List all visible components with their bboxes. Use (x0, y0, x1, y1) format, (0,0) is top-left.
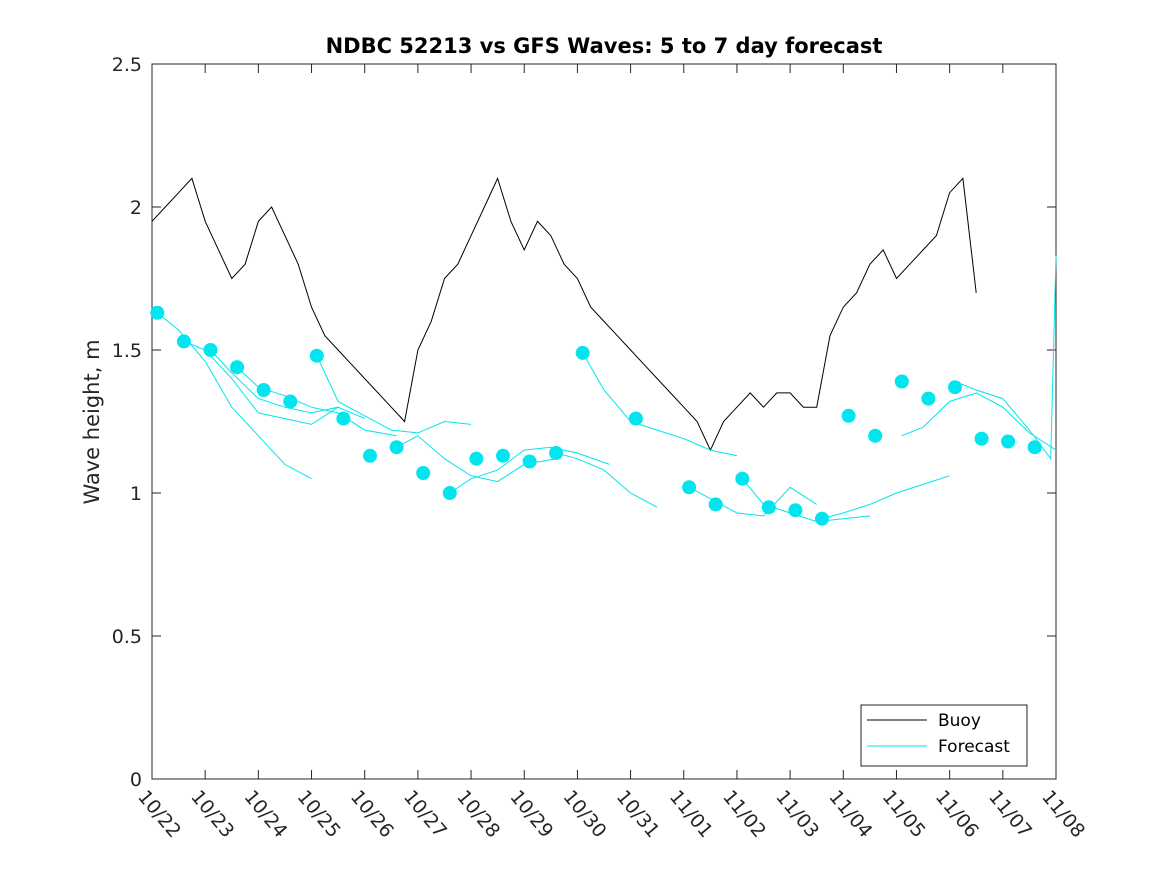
x-tick-label: 10/22 (133, 786, 185, 842)
forecast-run-line (210, 349, 365, 420)
forecast-point (150, 305, 165, 320)
forecast-point (868, 428, 883, 443)
forecast-run-line (555, 452, 658, 508)
x-tick-label: 11/05 (878, 786, 930, 842)
forecast-points (150, 305, 1042, 526)
forecast-run-line (954, 255, 1057, 461)
forecast-point (416, 466, 431, 480)
forecast-point (894, 374, 909, 389)
x-tick-label: 11/06 (931, 786, 983, 842)
forecast-point (336, 411, 351, 426)
forecast-point (363, 448, 377, 463)
forecast-point (230, 360, 245, 375)
forecast-point (256, 383, 271, 397)
forecast-run-line (582, 352, 738, 457)
legend-buoy-label: Buoy (938, 711, 981, 731)
forecast-run-line (901, 392, 1057, 451)
x-tick-label: 10/24 (240, 786, 292, 842)
forecast-point (496, 448, 510, 463)
buoy-series (151, 177, 977, 452)
x-tick-label: 11/04 (824, 786, 876, 842)
forecast-point (708, 497, 723, 512)
forecast-point (841, 408, 856, 423)
x-tick-label: 10/31 (612, 786, 664, 842)
y-tick-label: 2 (130, 197, 142, 219)
forecast-run-line (741, 478, 870, 523)
x-tick-label: 10/28 (452, 786, 504, 842)
y-tick-label: 2.5 (112, 54, 142, 76)
forecast-point (735, 471, 750, 486)
chart-title: NDBC 52213 vs GFS Waves: 5 to 7 day fore… (326, 34, 883, 58)
forecast-point (815, 511, 829, 526)
y-axis-label: Wave height, m (80, 339, 104, 504)
x-tick-label: 11/02 (718, 786, 770, 842)
x-tick-label: 10/27 (399, 786, 451, 842)
forecast-run-line (688, 486, 817, 517)
forecast-point (176, 334, 191, 349)
forecast-run-line (316, 355, 472, 434)
forecast-point (682, 480, 697, 495)
y-tick-label: 0 (130, 769, 142, 791)
legend: Buoy Forecast (860, 704, 1028, 767)
forecast-run-line (156, 312, 312, 480)
forecast-point (283, 394, 298, 409)
forecast-run-line (449, 446, 610, 494)
buoy-line (151, 177, 977, 452)
x-tick-label: 11/01 (665, 786, 717, 842)
forecast-point (974, 431, 989, 446)
y-tick-label: 0.5 (112, 626, 142, 648)
forecast-point (1001, 434, 1016, 449)
forecast-point (522, 454, 537, 469)
x-tick-label: 10/26 (346, 786, 398, 842)
forecast-point (549, 446, 564, 460)
forecast-point (921, 391, 936, 406)
forecast-point (1027, 440, 1042, 455)
y-tick-label: 1.5 (112, 340, 142, 362)
y-tick-label: 1 (130, 483, 142, 505)
x-tick-label: 10/30 (559, 786, 611, 842)
forecast-point (203, 343, 218, 357)
forecast-point (788, 503, 803, 518)
x-tick-label: 10/25 (293, 786, 345, 842)
x-tick-label: 11/08 (1037, 786, 1089, 842)
forecast-point (389, 440, 404, 455)
forecast-run-line (821, 475, 950, 520)
forecast-point (761, 500, 776, 515)
forecast-series (156, 255, 1057, 523)
x-tick-label: 11/03 (771, 786, 823, 842)
forecast-point (948, 380, 962, 395)
forecast-point (628, 411, 643, 426)
x-tick-label: 10/23 (186, 786, 238, 842)
forecast-point (442, 486, 457, 500)
x-tick-label: 10/29 (505, 786, 557, 842)
plot-area (151, 63, 1057, 780)
legend-box (860, 704, 1028, 767)
x-tick-label: 11/07 (984, 786, 1036, 842)
legend-forecast-label: Forecast (938, 737, 1010, 757)
forecast-point (469, 451, 484, 466)
forecast-point (309, 348, 324, 363)
forecast-point (575, 345, 590, 360)
